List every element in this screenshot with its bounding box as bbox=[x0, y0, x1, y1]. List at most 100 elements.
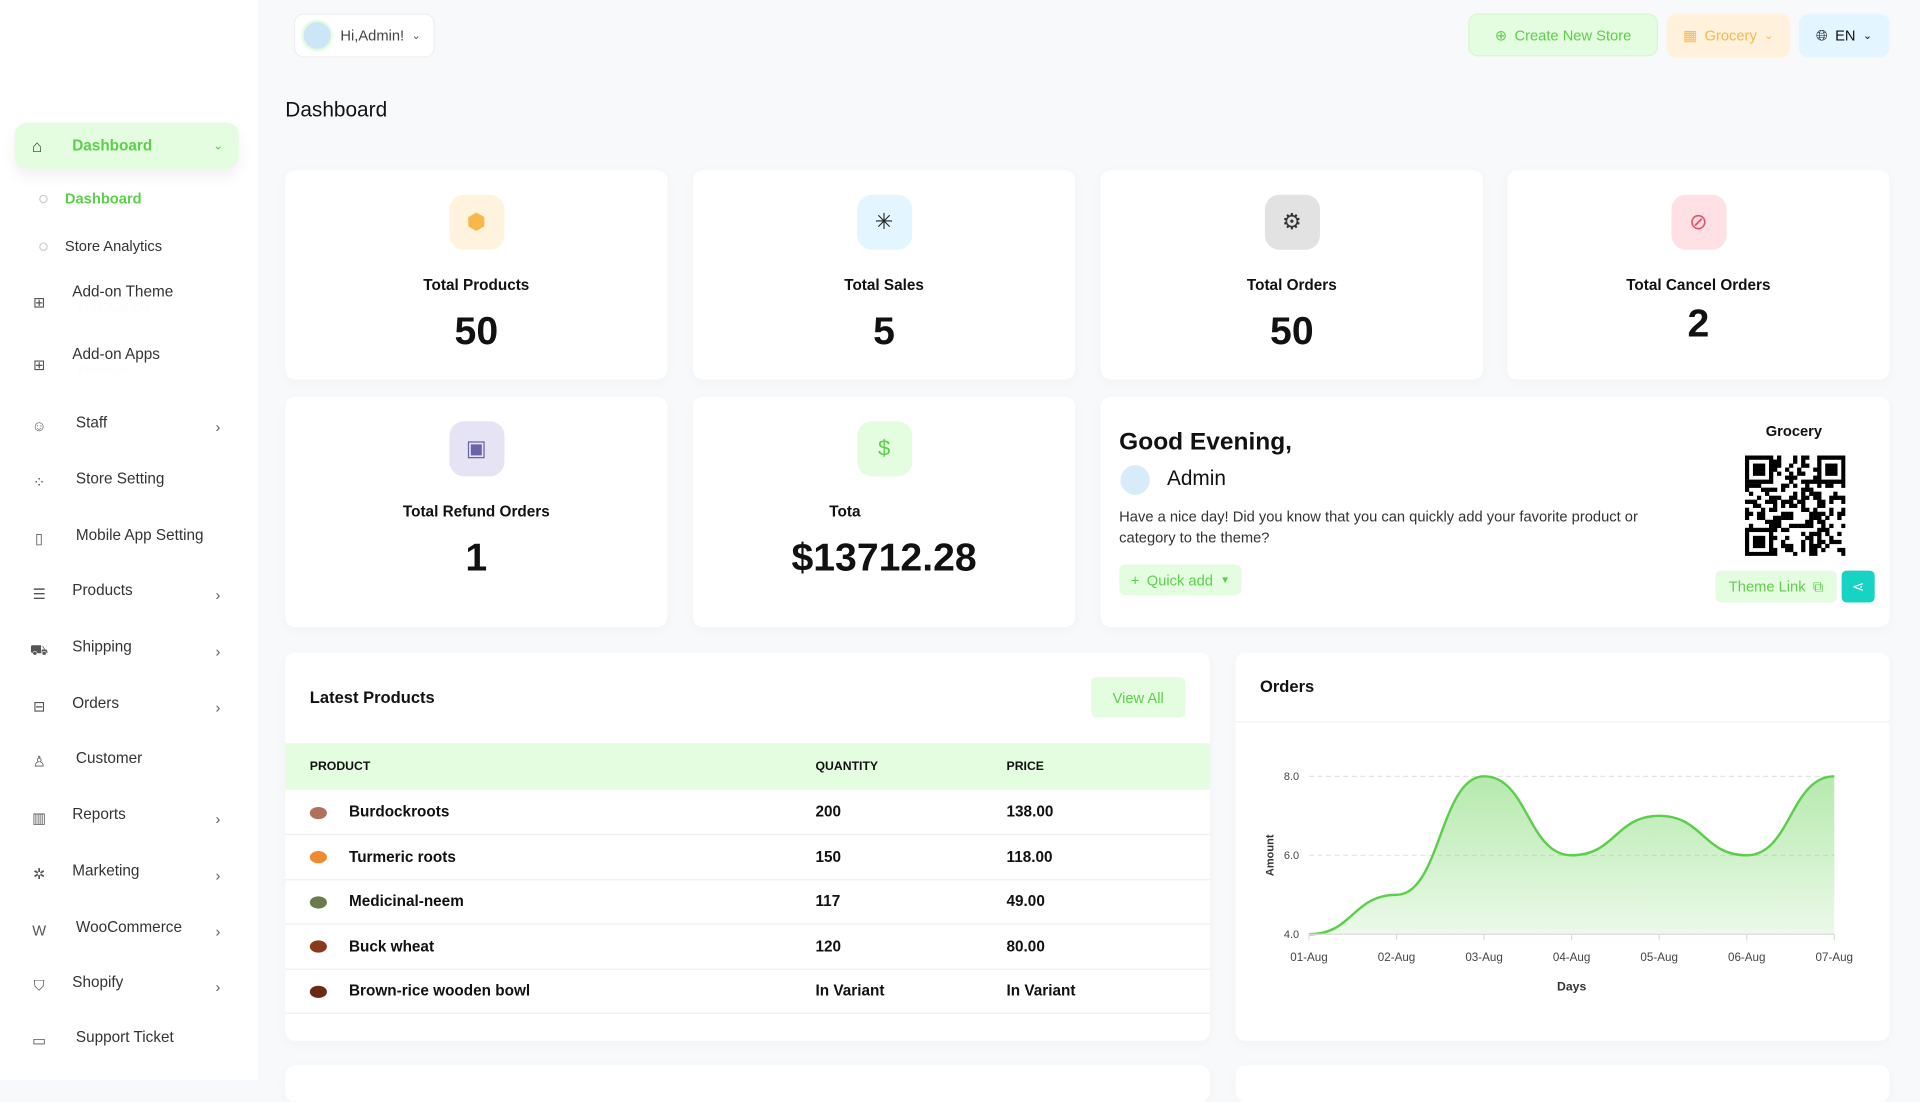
sidebar: ⌂ Dashboard ⌄ Dashboard Store Analytics … bbox=[0, 0, 258, 1081]
sidebar-item-shipping[interactable]: ⛟ Shipping › bbox=[29, 637, 221, 661]
sidebar-item-support-ticket[interactable]: ▭ Support Ticket bbox=[29, 1029, 237, 1058]
chevron-right-icon: › bbox=[215, 978, 221, 996]
next-card bbox=[285, 1065, 1210, 1102]
create-new-store-button[interactable]: ⊕ Create New Store bbox=[1468, 13, 1658, 57]
share-icon: ⋖ bbox=[1852, 577, 1865, 596]
table-row[interactable]: Turmeric roots 150 118.00 bbox=[285, 834, 1210, 880]
store-select[interactable]: ▦ Grocery ⌄ bbox=[1666, 13, 1791, 58]
table-row[interactable]: Brown-rice wooden bowl In Variant In Vari… bbox=[285, 968, 1210, 1014]
sidebar-item-products[interactable]: ☰ Products › bbox=[29, 582, 237, 611]
welcome-card: Good Evening, Admin Have a nice day! Did… bbox=[1100, 396, 1890, 627]
user-name: Admin bbox=[1166, 466, 1226, 490]
product-price: 118.00 bbox=[1006, 834, 1210, 880]
theme-link-button[interactable]: Theme Link ⧉ bbox=[1715, 570, 1837, 603]
sidebar-subitem-store-analytics[interactable]: Store Analytics bbox=[39, 238, 162, 255]
sidebar-item-customer[interactable]: ♙ Customer bbox=[29, 749, 237, 778]
chevron-right-icon: › bbox=[215, 923, 221, 941]
product-image bbox=[309, 940, 327, 954]
stat-value: 2 bbox=[1687, 301, 1710, 346]
product-price: 80.00 bbox=[1006, 923, 1210, 970]
product-name: Burdockroots bbox=[348, 803, 450, 821]
stat-value: $13712.28 bbox=[791, 535, 977, 580]
stat-value: 5 bbox=[873, 308, 895, 353]
product-image bbox=[309, 851, 327, 864]
stat-title: Tota bbox=[829, 503, 861, 521]
wallet-icon: ▣ bbox=[448, 421, 504, 477]
shopify-icon: ⛉ bbox=[33, 977, 45, 995]
sidebar-item-store-setting[interactable]: ⁘ Store Setting bbox=[29, 470, 237, 499]
x-axis-label: Days bbox=[1557, 980, 1586, 994]
caret-down-icon: ▼ bbox=[1220, 574, 1230, 586]
table-row[interactable]: Buck wheat 120 80.00 bbox=[285, 923, 1210, 970]
cancel-icon: ⊘ bbox=[1670, 194, 1726, 250]
x-tick-label: 03-Aug bbox=[1465, 951, 1503, 964]
stat-card-total-cancel-orders: ⊘ Total Cancel Orders 2 bbox=[1507, 170, 1890, 380]
x-tick-label: 02-Aug bbox=[1378, 951, 1416, 964]
stat-title: Total Products bbox=[423, 276, 530, 294]
chart-icon: ▥ bbox=[32, 809, 47, 827]
chevron-down-icon: ⌄ bbox=[213, 138, 224, 153]
stat-value: 1 bbox=[465, 535, 488, 580]
woocommerce-icon: W bbox=[32, 922, 47, 940]
greeting-title: Good Evening, bbox=[1119, 428, 1292, 456]
copy-icon: ⧉ bbox=[1812, 577, 1824, 595]
table-row[interactable]: Burdockroots 200 138.00 bbox=[285, 789, 1210, 836]
box-icon: ⬢ bbox=[448, 194, 504, 250]
sidebar-item-reports[interactable]: ▥ Reports › bbox=[29, 806, 237, 835]
product-name: Medicinal-neem bbox=[348, 892, 464, 911]
sidebar-item-marketing[interactable]: ✲ Marketing › bbox=[29, 862, 237, 891]
sidebar-item-shopify[interactable]: ⛉ Shopify › bbox=[29, 973, 237, 1002]
sidebar-item-staff[interactable]: ☺ Staff › bbox=[29, 414, 237, 443]
table-row[interactable]: Medicinal-neem 117 49.00 bbox=[285, 879, 1210, 925]
sidebar-item-dashboard[interactable]: ⌂ Dashboard ⌄ bbox=[14, 122, 239, 169]
qr-code bbox=[1744, 455, 1846, 556]
qr-store-name: Grocery bbox=[1765, 422, 1823, 440]
x-tick-label: 04-Aug bbox=[1553, 951, 1591, 964]
x-tick-label: 06-Aug bbox=[1728, 951, 1766, 964]
plus-circle-icon: ⊕ bbox=[1494, 26, 1508, 44]
chevron-right-icon: › bbox=[215, 866, 221, 885]
language-select[interactable]: 🌐︎ EN ⌄ bbox=[1798, 13, 1890, 58]
orders-chart-card: Orders 4.0 6.0 8.0 01-Aug 02-Aug 03-Aug 04-Aug… bbox=[1235, 652, 1890, 1041]
share-button[interactable]: ⋖ bbox=[1841, 570, 1875, 603]
product-quantity: 200 bbox=[815, 789, 1007, 836]
list-icon: ☰ bbox=[32, 585, 46, 603]
x-tick-label: 01-Aug bbox=[1290, 951, 1328, 964]
sidebar-item-orders[interactable]: ⊟ Orders › bbox=[29, 694, 237, 723]
sidebar-item-add-on-apps[interactable]: ⊞ Add-on Apps Premium bbox=[29, 345, 237, 378]
latest-products-table: PRODUCT QUANTITY PRICE Burdockroots 200 1… bbox=[285, 743, 1210, 1014]
circle-icon bbox=[39, 241, 48, 251]
column-header: PRODUCT bbox=[285, 743, 816, 790]
sidebar-item-add-on-theme[interactable]: ⊞ Add-on Theme Free Add-On bbox=[29, 283, 237, 316]
column-header: QUANTITY bbox=[815, 743, 1007, 790]
sidebar-subitem-dashboard[interactable]: Dashboard bbox=[39, 190, 142, 207]
product-name: Buck wheat bbox=[348, 937, 435, 955]
globe-icon: 🌐︎ bbox=[1816, 26, 1828, 44]
product-image bbox=[309, 806, 327, 819]
quick-add-button[interactable]: + Quick add ▼ bbox=[1119, 564, 1242, 596]
chevron-right-icon: › bbox=[215, 642, 221, 661]
sidebar-item-mobile-app-setting[interactable]: ▯ Mobile App Setting bbox=[29, 527, 237, 556]
clipboard-dollar-icon: $ bbox=[856, 421, 912, 477]
sidebar-item-woocommerce[interactable]: W WooCommerce › bbox=[29, 918, 237, 947]
series-line bbox=[1308, 775, 1835, 936]
home-icon: ⌂ bbox=[31, 135, 43, 156]
briefcase-icon: ⊟ bbox=[33, 697, 46, 716]
product-price: In Variant bbox=[1006, 968, 1210, 1014]
card-title: Latest Products bbox=[309, 688, 435, 707]
user-menu[interactable]: Hi,Admin! ⌄ bbox=[293, 13, 435, 58]
store-icon: ▦ bbox=[1683, 26, 1698, 45]
sparkle-icon: ✳ bbox=[856, 194, 912, 250]
view-all-button[interactable]: View All bbox=[1091, 677, 1186, 718]
y-tick-label: 4.0 bbox=[1284, 929, 1299, 941]
column-header: PRICE bbox=[1006, 743, 1210, 790]
mobile-icon: ▯ bbox=[35, 530, 44, 548]
chevron-right-icon: › bbox=[215, 418, 221, 436]
chevron-right-icon: › bbox=[215, 810, 221, 828]
stat-value: 50 bbox=[1270, 308, 1314, 353]
y-tick-label: 8.0 bbox=[1284, 771, 1299, 783]
next-card bbox=[1235, 1065, 1890, 1102]
product-image bbox=[309, 985, 327, 998]
grid-icon: ⊞ bbox=[33, 293, 46, 312]
grid-icon: ⊞ bbox=[33, 356, 46, 374]
